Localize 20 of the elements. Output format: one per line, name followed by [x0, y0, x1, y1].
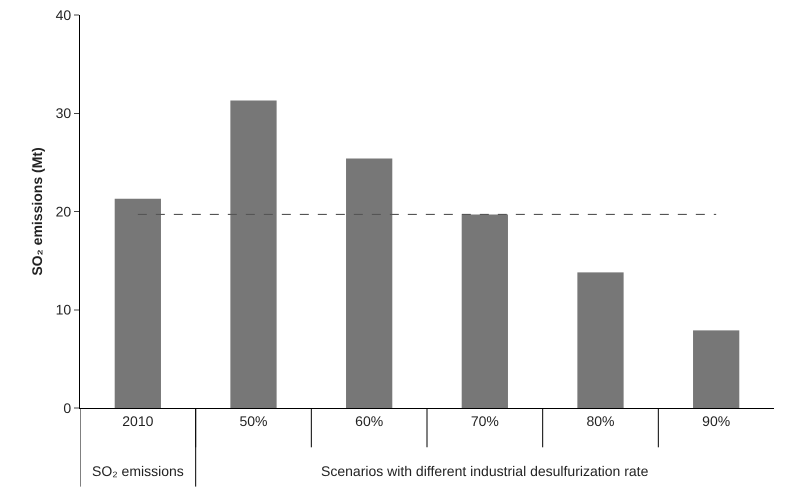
text: SO₂ emissions [92, 463, 184, 479]
bar [346, 158, 392, 408]
y-tick-label: 10 [56, 302, 72, 318]
x-tick-label: 70% [470, 412, 499, 429]
y-axis-title: SO₂ emissions (Mt) [29, 147, 45, 276]
y-tick-label: 20 [56, 203, 72, 220]
x-tick-label: 50% [239, 412, 268, 429]
bar [693, 330, 740, 408]
y-tick-label: 0 [63, 400, 72, 416]
x-tick-label: 60% [355, 412, 384, 429]
bar [577, 272, 624, 408]
x-tick-label: 90% [702, 412, 730, 429]
bar [230, 100, 277, 408]
text: Scenarios with different industrial desulfurization rate [321, 463, 649, 479]
bar [462, 214, 508, 408]
y-tick-label: 40 [56, 6, 72, 23]
y-tick-label: 30 [56, 105, 72, 122]
bar [114, 198, 161, 408]
x-tick-label: 80% [586, 412, 615, 429]
x-tick-label: 2010 [122, 412, 154, 429]
